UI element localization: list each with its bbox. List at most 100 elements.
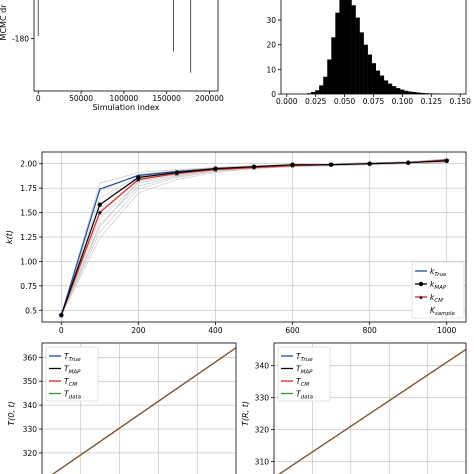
- k-legend-label-subscript: sample: [435, 311, 456, 317]
- k-x-tick-label: 600: [285, 326, 300, 335]
- histogram-bar: [355, 17, 360, 94]
- k-y-tick-label: 1.00: [20, 257, 37, 266]
- temp-left-legend-label-subscript: True: [69, 357, 82, 363]
- k-x-tick-label: 0: [59, 326, 64, 335]
- k-y-axis-label: k(t): [5, 230, 14, 244]
- k-cm-marker: ★: [135, 176, 141, 184]
- histogram-plot: 0.0000.0250.0500.0750.1000.1250.15040302…: [266, 0, 471, 106]
- histogram-bar: [335, 12, 340, 95]
- temp-right-legend-label-subscript: True: [301, 357, 314, 363]
- temp-left-legend-label-subscript: MAP: [69, 370, 82, 376]
- k-map-marker: [59, 312, 64, 318]
- histogram-bar: [408, 91, 413, 94]
- k-legend-label-symbol: k: [430, 280, 435, 289]
- k-legend-marker: ★: [418, 295, 423, 302]
- histogram-bar: [375, 70, 381, 94]
- k-legend-label: kTrue: [430, 267, 447, 278]
- histogram-bar: [343, 0, 348, 94]
- k-cm-marker: ★: [97, 209, 103, 217]
- k-y-tick-label: 1.25: [20, 233, 37, 242]
- histogram-y-tick-label: 30: [266, 16, 276, 25]
- histogram-bar: [420, 92, 425, 94]
- k-x-tick-label: 400: [208, 326, 223, 335]
- temp-left-y-tick-label: 310: [23, 473, 38, 474]
- k-map-marker: [444, 158, 449, 163]
- temp-right-legend-label: Tdata: [296, 390, 314, 401]
- k-curve-plot: ★★★★★★★★★★★020040060080010000.50.751.001…: [5, 151, 467, 335]
- histogram-x-tick-label: 0.100: [392, 97, 414, 106]
- histogram-bar: [371, 63, 377, 94]
- k-x-tick-label: 800: [362, 326, 377, 335]
- histogram-bar: [400, 89, 405, 94]
- temp-right-axes-frame: [273, 342, 467, 474]
- histogram-x-tick-label: 0.150: [449, 97, 471, 106]
- k-legend-label-subscript: CM: [434, 298, 443, 304]
- histogram-bar: [412, 92, 417, 94]
- histogram-x-tick-label: 0.025: [305, 97, 327, 106]
- k-x-tick-label: 1000: [437, 326, 456, 335]
- k-map-marker: [174, 170, 180, 175]
- histogram-bar: [396, 88, 401, 94]
- histogram-bar: [323, 76, 328, 94]
- temp-right-legend-label-subscript: data: [301, 395, 314, 401]
- histogram-bar: [351, 5, 356, 95]
- k-map-marker: [405, 160, 411, 165]
- temp-right-y-tick-label: 330: [255, 393, 270, 402]
- k-y-tick-label: 1.75: [20, 184, 37, 193]
- temp-right-y-tick-label: 340: [255, 361, 270, 370]
- k-map-marker: [290, 162, 295, 167]
- temp-right-legend-label-symbol: T: [296, 377, 302, 386]
- k-map-marker: [367, 161, 372, 166]
- temp-right-y-tick-label: 310: [255, 458, 270, 467]
- histogram-bar: [359, 32, 364, 94]
- trace-axes-frame: [33, 0, 219, 92]
- histogram-bar: [347, 0, 352, 95]
- temp-left-y-axis-label: T(0, t): [7, 401, 16, 425]
- temp-right-legend-label: TCM: [296, 377, 309, 388]
- k-legend-label-subscript: True: [434, 272, 447, 278]
- histogram-x-tick-label: 0.125: [421, 97, 443, 106]
- trace-y-tick-label: -180: [12, 35, 29, 44]
- k-y-tick-label: 2.00: [20, 160, 37, 169]
- trace-x-tick-label: 150000: [152, 94, 181, 103]
- k-legend-label: kCM: [430, 293, 443, 304]
- temp-left-legend-label-symbol: T: [64, 365, 70, 374]
- histogram-y-tick-label: 20: [266, 41, 276, 50]
- k-legend-marker: [418, 281, 424, 287]
- temp-right-legend-box: [277, 346, 331, 402]
- temp-left-data-line: [52, 347, 237, 474]
- trace-x-tick-label: 200000: [195, 94, 224, 103]
- histogram-bar: [367, 54, 372, 94]
- histogram-bar: [327, 59, 332, 94]
- temp-right-legend-label: TMAP: [296, 365, 313, 376]
- temp-left-y-tick-label: 330: [23, 425, 38, 434]
- histogram-bar: [311, 92, 316, 94]
- k-legend-label: kMAP: [430, 280, 447, 291]
- temp-right-legend-label-subscript: MAP: [301, 370, 314, 376]
- temp-left-y-tick-label: 320: [23, 449, 38, 458]
- temp-left-legend-label-symbol: T: [64, 377, 70, 386]
- k-map-marker: [251, 164, 257, 169]
- temp-left-legend-label-symbol: T: [64, 390, 70, 399]
- temp-left-legend-label: TTrue: [64, 352, 81, 363]
- histogram-x-tick-label: 0.050: [334, 97, 356, 106]
- trace-plot: 050000100000150000200000-160-180Simulati…: [0, 0, 224, 112]
- trace-x-tick-label: 0: [36, 94, 41, 103]
- temp-left-y-tick-label: 360: [23, 353, 38, 362]
- histogram-bar: [379, 75, 385, 94]
- histogram-x-tick-label: 0.000: [276, 97, 298, 106]
- histogram-bar: [392, 86, 397, 94]
- k-y-tick-label: 0.75: [20, 282, 37, 291]
- k-map-marker: [328, 162, 334, 167]
- trace-y-axis-label: MCMC dr: [0, 4, 8, 41]
- histogram-x-tick-label: 0.075: [363, 97, 385, 106]
- k-legend-label-symbol: k: [430, 293, 435, 302]
- histogram-bar: [339, 0, 344, 95]
- temp-left-legend-label: TMAP: [64, 365, 81, 376]
- k-legend-label-symbol: K: [430, 306, 436, 315]
- k-map-marker: [97, 202, 103, 207]
- histogram-y-tick-label: 10: [266, 65, 276, 74]
- k-y-tick-label: 0.5: [25, 306, 37, 315]
- histogram-bar: [416, 92, 421, 94]
